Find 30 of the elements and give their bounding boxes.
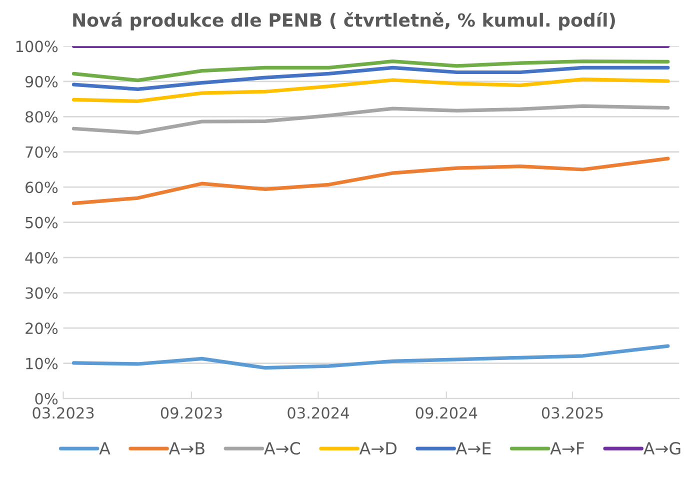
y-tick-label: 50% [26, 216, 58, 228]
line-series [72, 66, 670, 91]
line-series [72, 77, 670, 103]
legend-label: A→B [168, 442, 204, 454]
y-tick-label: 60% [26, 182, 58, 194]
y-tick-label: 90% [25, 76, 58, 88]
legend-label: A→F [550, 442, 584, 454]
x-tick-label: 03.2023 [32, 407, 94, 419]
legend-label: A→G [643, 442, 680, 455]
y-tick-label: 70% [26, 146, 58, 158]
y-tick-label: 0% [35, 392, 58, 405]
y-tick-label: 100% [16, 40, 58, 52]
y-tick-label: 20% [26, 322, 58, 334]
x-tick-label: 03.2024 [288, 407, 349, 419]
line-series [72, 60, 670, 82]
x-tick-label: 03.2025 [542, 407, 603, 419]
legend-label: A→D [359, 442, 396, 454]
line-series [72, 156, 670, 206]
legend-label: A→C [264, 442, 300, 455]
line-series [72, 104, 670, 135]
chart-title: Nová produkce dle PENB ( čtvrtletně, % kumul. podíl) [73, 12, 615, 30]
legend-label: A→E [456, 442, 491, 454]
y-tick-label: 30% [26, 287, 58, 299]
y-tick-label: 80% [26, 111, 58, 123]
y-tick-label: 10% [26, 358, 58, 370]
line-series [72, 344, 670, 370]
y-tick-label: 40% [25, 252, 58, 264]
x-tick-label: 09.2023 [160, 407, 222, 419]
x-tick-label: 09.2024 [416, 407, 478, 419]
legend-label: A [99, 442, 110, 454]
